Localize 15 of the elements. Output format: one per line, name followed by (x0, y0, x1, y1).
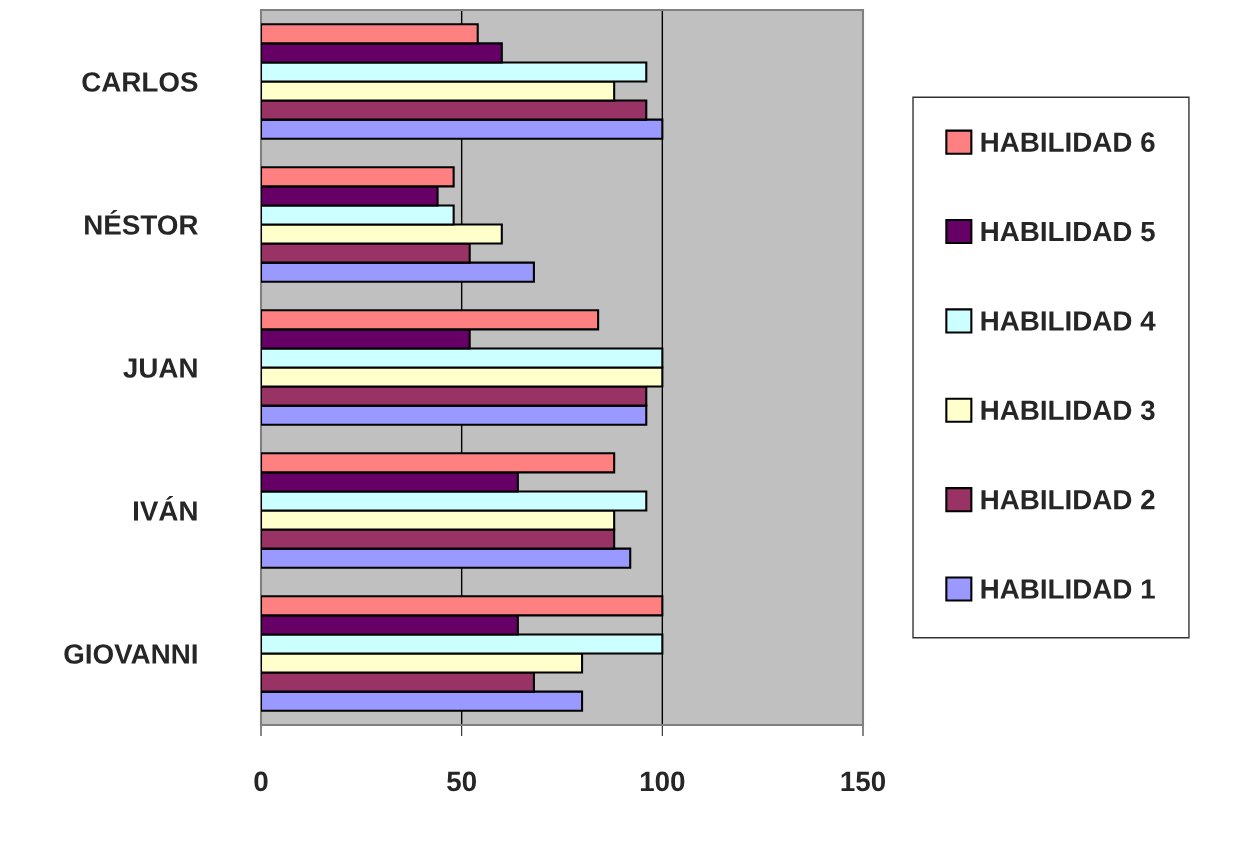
y-tick-label: JUAN (123, 358, 197, 378)
legend-label: HABILIDAD 2 (981, 489, 1155, 510)
legend-label: HABILIDAD 1 (981, 579, 1155, 599)
legend-label: HABILIDAD 5 (981, 222, 1155, 242)
x-tick-label: 150 (841, 771, 886, 792)
y-tick-label: CARLOS (82, 72, 198, 92)
x-tick-label: 0 (254, 771, 268, 792)
legend-label: HABILIDAD 3 (981, 400, 1155, 421)
y-tick-label: GIOVANNI (64, 644, 197, 664)
y-tick-label: IVÁN (133, 495, 197, 521)
x-tick-label: 100 (640, 771, 685, 792)
y-tick-label: NÉSTOR (85, 209, 198, 235)
legend-label: HABILIDAD 6 (981, 132, 1155, 153)
x-tick-label: 50 (447, 771, 476, 792)
legend-label: HABILIDAD 4 (981, 311, 1156, 331)
